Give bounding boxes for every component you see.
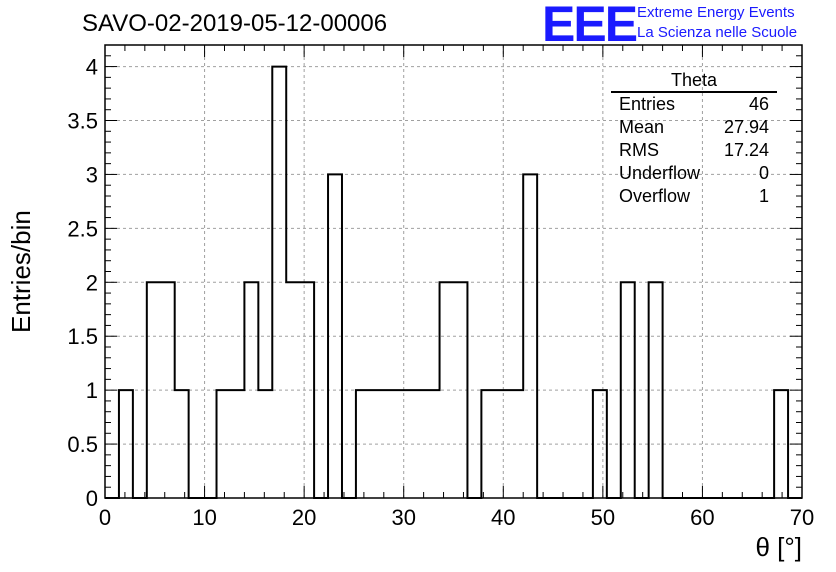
- stats-label: RMS: [619, 140, 659, 160]
- stats-value: 46: [748, 94, 769, 114]
- x-tick-label: 20: [292, 505, 316, 530]
- y-axis-label: Entries/bin: [6, 210, 36, 333]
- x-tick-label: 30: [391, 505, 415, 530]
- stats-value: 17.24: [723, 140, 769, 160]
- stats-label: Mean: [619, 117, 665, 137]
- y-tick-label: 1: [86, 378, 98, 403]
- stats-row-entries: Entries 46: [611, 93, 777, 116]
- stats-value: 27.94: [723, 117, 769, 137]
- stats-row-mean: Mean 27.94: [611, 116, 777, 139]
- x-tick-label: 40: [491, 505, 515, 530]
- stats-label: Underflow: [619, 163, 701, 183]
- y-tick-label: 1.5: [67, 324, 98, 349]
- logo-line-2: La Scienza nelle Scuole: [637, 24, 798, 41]
- y-tick-label: 0: [86, 486, 98, 511]
- x-tick-label: 0: [99, 505, 111, 530]
- y-tick-label: 2: [86, 270, 98, 295]
- stats-row-underflow: Underflow 0: [611, 162, 777, 185]
- y-tick-label: 3.5: [67, 109, 98, 134]
- x-tick-label: 50: [591, 505, 615, 530]
- y-tick-label: 2.5: [67, 216, 98, 241]
- stats-box: Theta Entries 46 Mean 27.94 RMS 17.24 Un…: [611, 70, 777, 208]
- stats-title: Theta: [611, 70, 777, 93]
- logo-line-1: Extreme Energy Events: [637, 4, 795, 21]
- y-tick-label: 0.5: [67, 432, 98, 457]
- x-tick-label: 60: [690, 505, 714, 530]
- x-axis-label: θ [°]: [755, 532, 802, 562]
- stats-label: Overflow: [619, 186, 691, 206]
- y-tick-label: 3: [86, 162, 98, 187]
- x-tick-label: 70: [790, 505, 814, 530]
- x-tick-label: 10: [192, 505, 216, 530]
- stats-row-rms: RMS 17.24: [611, 139, 777, 162]
- eee-logo: EEE: [542, 0, 638, 52]
- stats-label: Entries: [619, 94, 676, 114]
- stats-value: 0: [758, 163, 769, 183]
- stats-value: 1: [758, 186, 769, 206]
- eee-logo-text: Extreme Energy Events La Scienza nelle S…: [637, 3, 797, 43]
- y-tick-label: 4: [86, 55, 98, 80]
- stats-row-overflow: Overflow 1: [611, 185, 777, 208]
- chart-title: SAVO-02-2019-05-12-00006: [82, 10, 388, 37]
